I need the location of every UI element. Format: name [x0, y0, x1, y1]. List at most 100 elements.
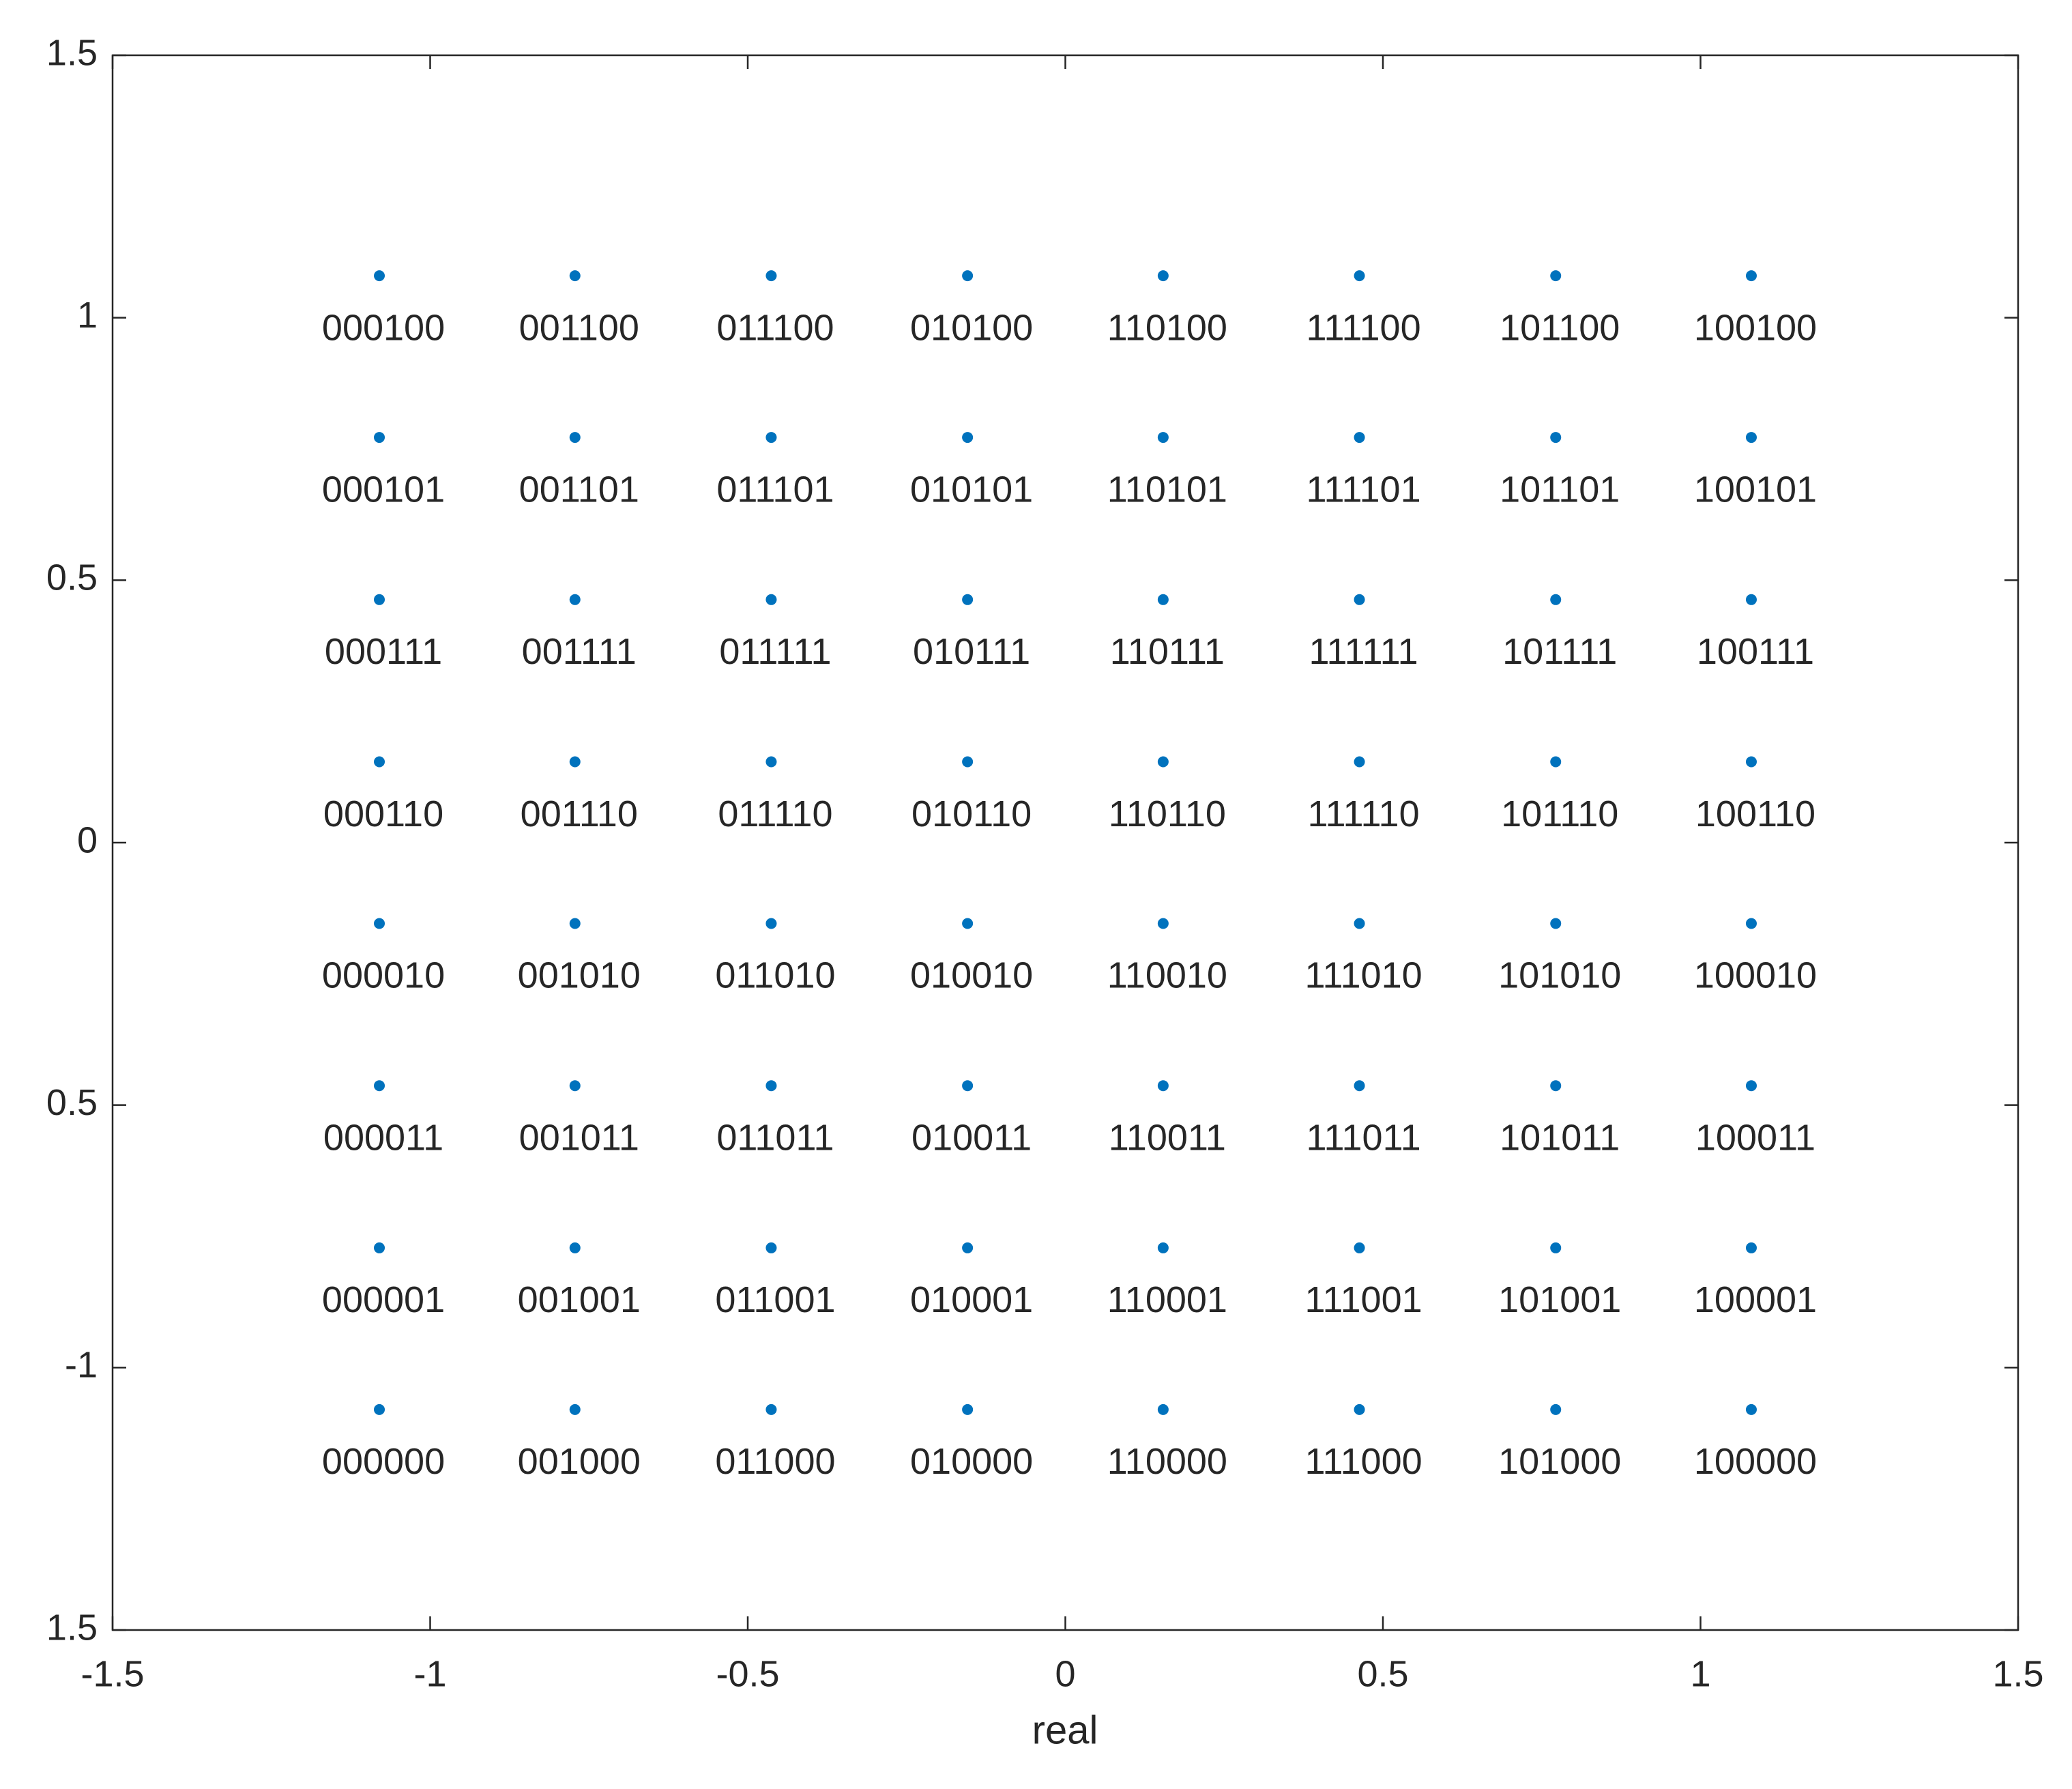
point — [569, 918, 581, 929]
point — [765, 1403, 777, 1415]
point-label: 110010 — [1107, 955, 1227, 996]
x-tick-label: -1 — [413, 1653, 446, 1694]
point-label: 000110 — [323, 794, 443, 834]
point — [1354, 918, 1365, 929]
point — [1745, 1403, 1757, 1415]
point-label: 000011 — [323, 1117, 443, 1158]
point-label: 101110 — [1501, 794, 1618, 834]
point-label: 000000 — [322, 1441, 445, 1482]
y-tick-label: 1.5 — [46, 32, 98, 73]
point-label: 011101 — [716, 469, 834, 510]
point-label: 101111 — [1502, 631, 1617, 672]
point-label: 100010 — [1694, 955, 1817, 996]
point-label: 011011 — [716, 1117, 834, 1158]
plot-box — [111, 54, 2019, 1631]
point — [1157, 756, 1169, 768]
point-label: 100011 — [1695, 1117, 1815, 1158]
point — [569, 1403, 581, 1415]
point-label: 101000 — [1498, 1441, 1621, 1482]
point-label: 011111 — [719, 631, 831, 672]
point — [1157, 432, 1169, 443]
y-tick-label: 1.5 — [46, 1607, 98, 1648]
point — [1745, 1242, 1757, 1253]
point — [1157, 918, 1169, 929]
point — [962, 270, 974, 282]
point — [569, 270, 581, 282]
point — [374, 1403, 385, 1415]
x-tick-label: 0 — [1055, 1653, 1075, 1694]
point — [765, 432, 777, 443]
point-label: 010001 — [910, 1279, 1033, 1320]
point — [1354, 594, 1365, 605]
x-tick-label: 1 — [1690, 1653, 1710, 1694]
point-label: 010110 — [911, 794, 1032, 834]
point-label: 110011 — [1109, 1117, 1226, 1158]
point-label: 111101 — [1306, 469, 1420, 510]
point — [1745, 594, 1757, 605]
point-label: 110100 — [1107, 307, 1227, 348]
point — [1157, 270, 1169, 282]
point — [374, 432, 385, 443]
point — [1354, 756, 1365, 768]
point — [1354, 270, 1365, 282]
point-label: 100111 — [1697, 631, 1814, 672]
point-label: 011100 — [716, 307, 834, 348]
x-tick-label: -1.5 — [81, 1653, 144, 1694]
point-label: 011010 — [715, 955, 835, 996]
point — [374, 270, 385, 282]
x-tick-label: -0.5 — [716, 1653, 779, 1694]
point — [1157, 1242, 1169, 1253]
point — [962, 1403, 974, 1415]
point-label: 010011 — [911, 1117, 1032, 1158]
point-label: 011001 — [715, 1279, 835, 1320]
point-label: 010100 — [910, 307, 1033, 348]
point — [374, 1242, 385, 1253]
point-label: 101001 — [1498, 1279, 1621, 1320]
point-label: 111001 — [1304, 1279, 1422, 1320]
point — [765, 756, 777, 768]
point-label: 101011 — [1500, 1117, 1620, 1158]
point-label: 001100 — [519, 307, 639, 348]
point — [765, 918, 777, 929]
point-label: 110101 — [1107, 469, 1227, 510]
point — [569, 594, 581, 605]
point-label: 100110 — [1695, 794, 1815, 834]
point — [1550, 1242, 1562, 1253]
x-tick-label: 1.5 — [1992, 1653, 2043, 1694]
point — [1354, 1080, 1365, 1092]
point — [765, 1080, 777, 1092]
point — [1745, 270, 1757, 282]
point-label: 000100 — [322, 307, 445, 348]
point — [1550, 1080, 1562, 1092]
point — [374, 594, 385, 605]
point — [765, 1242, 777, 1253]
point-label: 110111 — [1110, 631, 1225, 672]
point — [765, 270, 777, 282]
point-label: 011000 — [715, 1441, 835, 1482]
x-axis-label: real — [1032, 1708, 1098, 1752]
point-label: 111000 — [1304, 1441, 1422, 1482]
point — [569, 1242, 581, 1253]
point-label: 011110 — [718, 794, 832, 834]
point — [1157, 1403, 1169, 1415]
point-label: 001000 — [518, 1441, 641, 1482]
point — [962, 594, 974, 605]
point — [962, 1242, 974, 1253]
point-label: 111111 — [1309, 631, 1418, 672]
point — [1745, 756, 1757, 768]
point-label: 001110 — [521, 794, 638, 834]
point-label: 101010 — [1498, 955, 1621, 996]
point — [962, 432, 974, 443]
point-label: 111011 — [1306, 1117, 1420, 1158]
point — [1550, 594, 1562, 605]
point-label: 110000 — [1107, 1441, 1227, 1482]
point-label: 111100 — [1306, 307, 1420, 348]
y-tick-label: 0 — [77, 819, 98, 860]
point — [962, 1080, 974, 1092]
point-label: 001011 — [519, 1117, 639, 1158]
x-tick-label: 0.5 — [1357, 1653, 1408, 1694]
point-label: 010111 — [913, 631, 1030, 672]
point — [374, 756, 385, 768]
point-label: 111110 — [1307, 794, 1419, 834]
